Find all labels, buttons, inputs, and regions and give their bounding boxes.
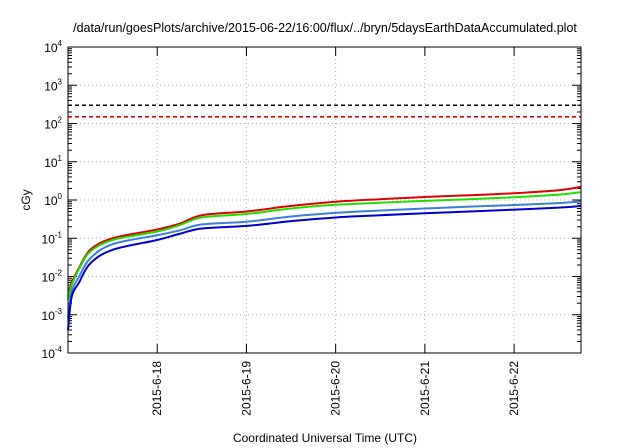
series-4-point xyxy=(71,295,73,298)
series-3-point xyxy=(201,223,203,226)
series-2-point xyxy=(290,207,292,210)
series-2-point xyxy=(424,200,426,202)
y-tick-label: 10-2 xyxy=(42,269,63,285)
data-series xyxy=(67,185,582,331)
series-1-point xyxy=(468,194,471,196)
series-4-point xyxy=(178,233,181,235)
series-3-point xyxy=(513,204,515,206)
x-tick-label: 2015-6-22 xyxy=(507,361,521,416)
series-2-point xyxy=(201,216,203,219)
y-axis-label: cGy xyxy=(19,189,33,210)
series-1-point xyxy=(379,198,381,200)
series-1-point xyxy=(335,201,337,203)
x-axis-label: Coordinated Universal Time (UTC) xyxy=(233,431,417,445)
series-4-point xyxy=(112,249,114,251)
series-1-point xyxy=(245,210,248,213)
series-2-point xyxy=(156,230,158,233)
series-4-point xyxy=(245,225,248,227)
series-4-point xyxy=(424,212,426,214)
series-4-point xyxy=(379,214,381,216)
series-3-point xyxy=(156,234,158,236)
series-4-point xyxy=(513,209,515,211)
y-tick-label: 10-1 xyxy=(42,230,63,246)
series-3-point xyxy=(379,209,381,212)
series-4-point xyxy=(78,281,80,284)
x-tick-label: 2015-6-18 xyxy=(150,361,164,416)
series-1-point xyxy=(513,192,515,194)
series-3-point xyxy=(468,206,471,208)
series-4-point xyxy=(468,210,471,213)
series-2-point xyxy=(89,250,91,253)
series-4-point xyxy=(558,207,560,209)
y-tick-label: 10-4 xyxy=(42,345,63,361)
y-tick-labels: 10-4 10-3 10-2 10-1 100 101 102 103 104 xyxy=(42,39,63,361)
series-line-2 xyxy=(67,191,582,300)
series-2-point xyxy=(112,239,114,241)
series-2-point xyxy=(468,198,471,200)
series-2-point xyxy=(558,194,560,196)
series-1-point xyxy=(112,237,114,239)
series-3-point xyxy=(89,257,91,259)
x-tick-label: 2015-6-21 xyxy=(418,361,432,416)
thresholds xyxy=(68,104,581,118)
series-3-point xyxy=(78,275,80,278)
y-tick-label: 103 xyxy=(44,77,62,93)
y-tick-label: 102 xyxy=(44,116,62,132)
series-2-point xyxy=(513,196,515,198)
grid xyxy=(68,47,581,353)
series-3-point xyxy=(112,243,114,245)
series-4-point xyxy=(156,239,158,241)
series-line-4 xyxy=(67,204,582,331)
series-1-point xyxy=(558,189,560,191)
series-2-point xyxy=(379,202,381,204)
series-3-point xyxy=(290,215,292,218)
series-2-point xyxy=(78,268,80,270)
x-tick-label: 2015-6-19 xyxy=(239,361,253,416)
series-2-point xyxy=(335,204,337,206)
series-2-point xyxy=(178,224,181,226)
series-3-point xyxy=(245,221,248,223)
series-1-point xyxy=(424,196,426,198)
y-tick-label: 104 xyxy=(44,39,62,55)
series-2-point xyxy=(71,284,73,286)
series-3-point xyxy=(71,291,73,293)
y-tick-label: 101 xyxy=(44,154,62,170)
series-2-point xyxy=(245,213,248,215)
x-tick-labels: 2015-6-18 2015-6-19 2015-6-20 2015-6-21 2015… xyxy=(150,361,521,416)
series-4-point xyxy=(201,227,203,230)
series-1-point xyxy=(290,205,292,207)
series-3-point xyxy=(335,212,337,214)
series-4-point xyxy=(290,220,292,222)
chart-title: /data/run/goesPlots/archive/2015-06-22/1… xyxy=(73,21,577,35)
series-1-point xyxy=(156,228,158,231)
series-4-point xyxy=(335,216,337,219)
x-tick-label: 2015-6-20 xyxy=(329,361,343,416)
series-3-point xyxy=(424,207,426,210)
series-4-point xyxy=(89,262,91,264)
series-3-point xyxy=(558,202,560,204)
series-3-point xyxy=(178,229,181,232)
y-tick-label: 10-3 xyxy=(42,307,63,323)
y-tick-label: 100 xyxy=(44,192,62,208)
series-1-point xyxy=(201,214,203,216)
plot-frame xyxy=(67,46,582,354)
